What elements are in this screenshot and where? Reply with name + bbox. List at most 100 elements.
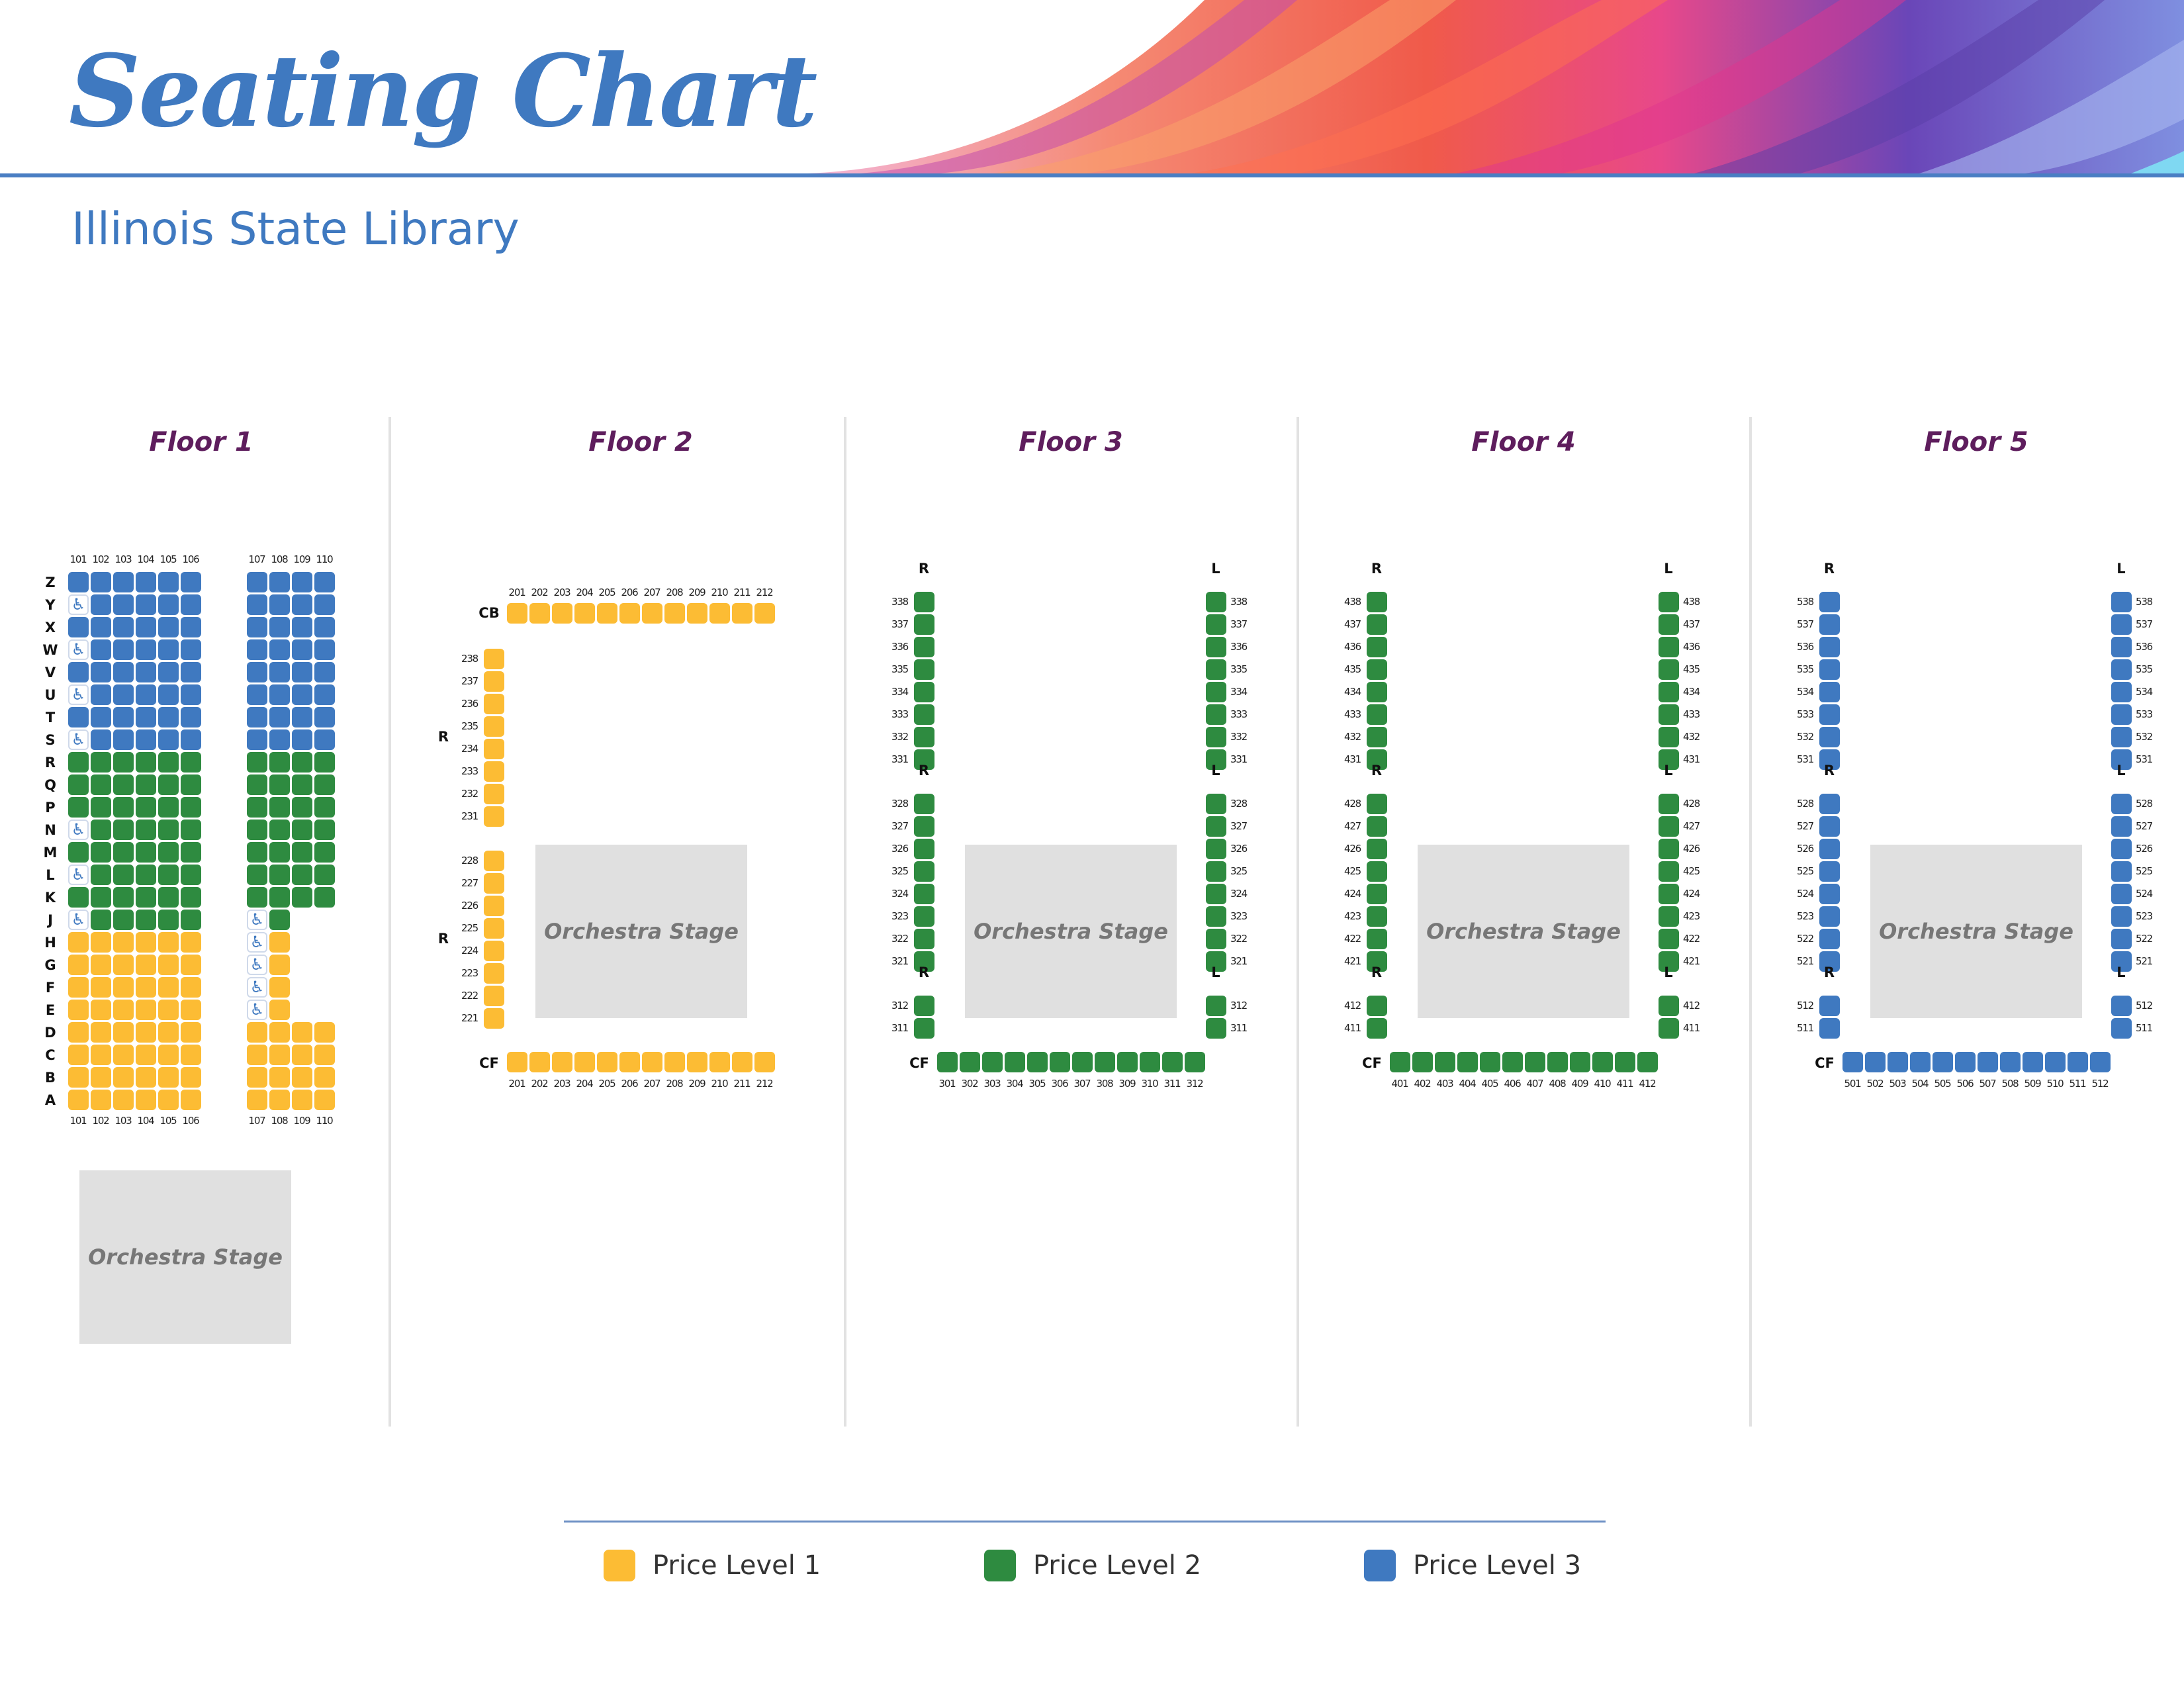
seat[interactable] [484, 851, 504, 871]
seat[interactable] [1206, 749, 1226, 770]
seat[interactable] [269, 1045, 290, 1065]
seat[interactable] [247, 639, 267, 660]
seat[interactable] [529, 1052, 550, 1072]
seat[interactable] [914, 614, 934, 635]
seat[interactable] [68, 1000, 89, 1020]
seat[interactable] [158, 774, 179, 795]
seat[interactable] [1659, 682, 1679, 702]
seat[interactable] [91, 820, 111, 840]
seat[interactable] [113, 1022, 134, 1043]
seat[interactable] [937, 1052, 958, 1072]
seat[interactable] [507, 603, 527, 624]
seat[interactable] [269, 639, 290, 660]
seat[interactable] [552, 1052, 572, 1072]
seat[interactable] [1659, 996, 1679, 1016]
seat[interactable] [269, 707, 290, 727]
seat[interactable] [68, 1022, 89, 1043]
seat[interactable] [269, 1067, 290, 1088]
seat[interactable] [314, 684, 335, 705]
seat[interactable] [292, 572, 312, 592]
seat[interactable] [1367, 637, 1387, 657]
seat[interactable] [136, 594, 156, 615]
seat[interactable] [1367, 996, 1387, 1016]
seat[interactable] [269, 1022, 290, 1043]
seat[interactable] [1547, 1052, 1568, 1072]
seat[interactable] [181, 752, 201, 773]
seat[interactable] [91, 639, 111, 660]
seat[interactable] [484, 873, 504, 894]
seat[interactable] [113, 932, 134, 953]
seat[interactable] [181, 797, 201, 818]
seat[interactable] [2090, 1052, 2111, 1072]
seat[interactable] [2111, 592, 2132, 612]
seat[interactable] [484, 986, 504, 1006]
seat[interactable] [91, 572, 111, 592]
seat[interactable] [68, 774, 89, 795]
seat[interactable] [1367, 906, 1387, 927]
seat[interactable] [314, 820, 335, 840]
seat[interactable] [247, 572, 267, 592]
seat[interactable] [314, 707, 335, 727]
seat[interactable] [1819, 794, 1840, 814]
seat[interactable] [1910, 1052, 1931, 1072]
seat[interactable] [642, 1052, 662, 1072]
seat[interactable] [484, 918, 504, 939]
seat[interactable] [91, 842, 111, 863]
seat[interactable] [1367, 1018, 1387, 1039]
seat[interactable] [2111, 682, 2132, 702]
seat[interactable] [68, 797, 89, 818]
seat[interactable] [1502, 1052, 1523, 1072]
seat[interactable] [484, 716, 504, 737]
seat[interactable] [68, 707, 89, 727]
seat[interactable] [914, 749, 934, 770]
seat[interactable] [269, 774, 290, 795]
seat[interactable] [269, 684, 290, 705]
seat[interactable] [1819, 906, 1840, 927]
seat[interactable] [1367, 839, 1387, 859]
seat[interactable] [982, 1052, 1003, 1072]
seat[interactable] [1592, 1052, 1613, 1072]
seat[interactable] [1659, 1018, 1679, 1039]
seat[interactable] [247, 1022, 267, 1043]
seat[interactable] [91, 662, 111, 682]
seat[interactable] [91, 684, 111, 705]
wheelchair-icon[interactable]: ♿ [247, 1000, 267, 1020]
seat[interactable] [269, 820, 290, 840]
seat[interactable] [91, 932, 111, 953]
seat[interactable] [269, 594, 290, 615]
seat[interactable] [68, 842, 89, 863]
seat[interactable] [91, 1067, 111, 1088]
seat[interactable] [136, 707, 156, 727]
seat[interactable] [314, 1022, 335, 1043]
seat[interactable] [642, 603, 662, 624]
seat[interactable] [158, 707, 179, 727]
seat[interactable] [314, 594, 335, 615]
seat[interactable] [158, 572, 179, 592]
seat[interactable] [1659, 749, 1679, 770]
seat[interactable] [181, 617, 201, 637]
seat[interactable] [1206, 592, 1226, 612]
seat[interactable] [484, 1008, 504, 1029]
seat[interactable] [1162, 1052, 1183, 1072]
seat[interactable] [136, 662, 156, 682]
seat[interactable] [484, 806, 504, 827]
seat[interactable] [181, 977, 201, 998]
seat[interactable] [484, 671, 504, 692]
seat[interactable] [619, 603, 640, 624]
seat[interactable] [113, 865, 134, 885]
seat[interactable] [914, 839, 934, 859]
seat[interactable] [1659, 951, 1679, 972]
seat[interactable] [247, 1045, 267, 1065]
seat[interactable] [1637, 1052, 1658, 1072]
seat[interactable] [1206, 951, 1226, 972]
wheelchair-icon[interactable]: ♿ [68, 910, 89, 930]
wheelchair-icon[interactable]: ♿ [68, 684, 89, 705]
seat[interactable] [914, 816, 934, 837]
seat[interactable] [158, 887, 179, 908]
seat[interactable] [292, 684, 312, 705]
seat[interactable] [91, 865, 111, 885]
seat[interactable] [91, 1045, 111, 1065]
seat[interactable] [687, 603, 707, 624]
seat[interactable] [247, 820, 267, 840]
seat[interactable] [158, 752, 179, 773]
